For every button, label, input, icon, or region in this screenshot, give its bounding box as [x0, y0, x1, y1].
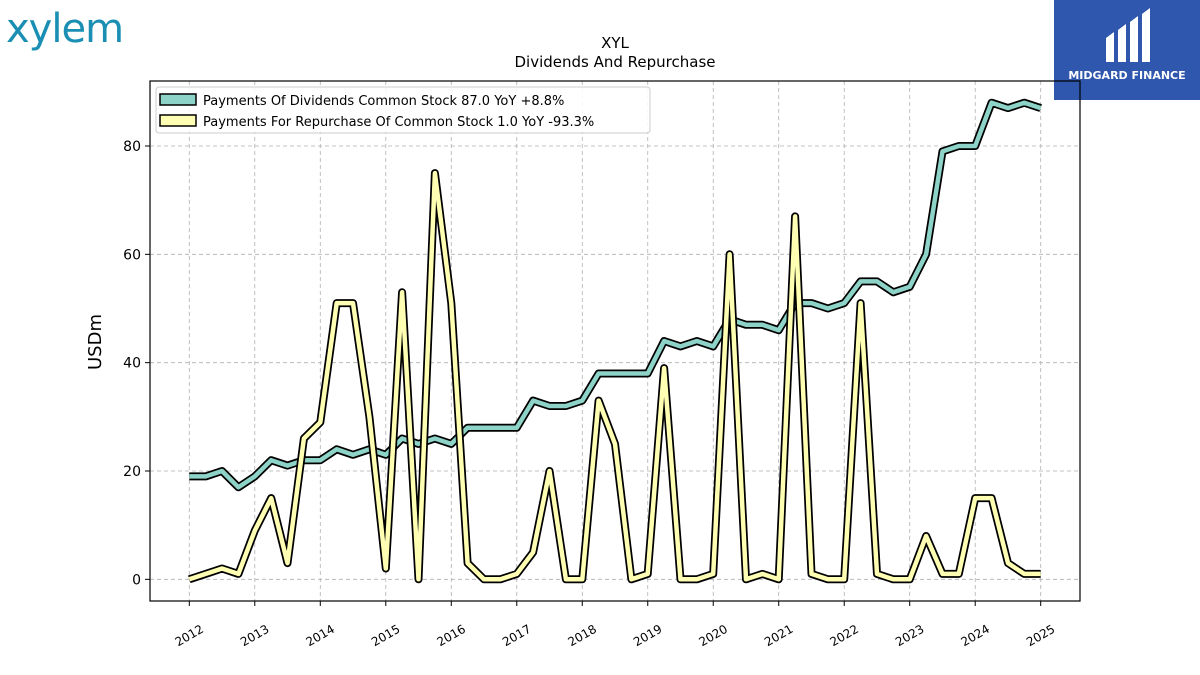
x-tick-label: 2025 — [1024, 622, 1057, 649]
badge-text: MIDGARD FINANCE — [1068, 69, 1186, 82]
x-tick-label: 2019 — [631, 622, 664, 649]
y-tick-label: 0 — [132, 572, 141, 588]
x-tick-label: 2015 — [369, 622, 402, 649]
legend-box — [155, 86, 651, 134]
y-tick-label: 60 — [123, 247, 141, 263]
x-tick-label: 2012 — [173, 622, 206, 649]
chart-subtitle: Dividends And Repurchase — [514, 53, 715, 71]
series-0 — [189, 98, 1042, 492]
y-tick-label: 20 — [123, 464, 141, 480]
plot-frame — [149, 80, 1081, 602]
y-tick-label: 40 — [123, 356, 141, 372]
x-tick-label: 2017 — [500, 622, 533, 649]
x-tick-label: 2024 — [958, 622, 991, 649]
legend: Payments Of Dividends Common Stock 87.0 … — [155, 86, 651, 134]
legend-swatch-repurchase — [159, 114, 197, 127]
midgard-logo-icon — [1106, 8, 1150, 62]
midgard-finance-badge: MIDGARD FINANCE — [1054, 0, 1200, 100]
series-line — [188, 170, 1041, 582]
x-tick-label: 2013 — [238, 622, 271, 649]
y-ticks: 0 20 40 60 80 — [123, 139, 150, 588]
x-tick-label: 2021 — [762, 622, 795, 649]
y-axis-label: USDm — [85, 314, 106, 370]
chart-title: XYL — [601, 34, 629, 52]
legend-label-dividends: Payments Of Dividends Common Stock 87.0 … — [203, 94, 564, 109]
series-lines — [188, 98, 1042, 584]
series-1 — [188, 169, 1041, 584]
x-tick-label: 2016 — [435, 622, 468, 649]
x-tick-label: 2020 — [697, 622, 730, 649]
x-tick-label: 2022 — [827, 622, 860, 649]
x-ticks: 2012 2013 2014 2015 2016 2017 2018 2019 2020 2021… — [173, 601, 1057, 649]
legend-swatch-dividends — [159, 93, 197, 106]
x-tick-label: 2023 — [893, 622, 926, 649]
y-tick-label: 80 — [123, 139, 141, 155]
series-line — [189, 100, 1042, 490]
x-tick-label: 2014 — [304, 622, 337, 649]
legend-label-repurchase: Payments For Repurchase Of Common Stock … — [203, 115, 594, 130]
xylem-logo: xylem — [6, 6, 124, 52]
x-tick-label: 2018 — [566, 622, 599, 649]
